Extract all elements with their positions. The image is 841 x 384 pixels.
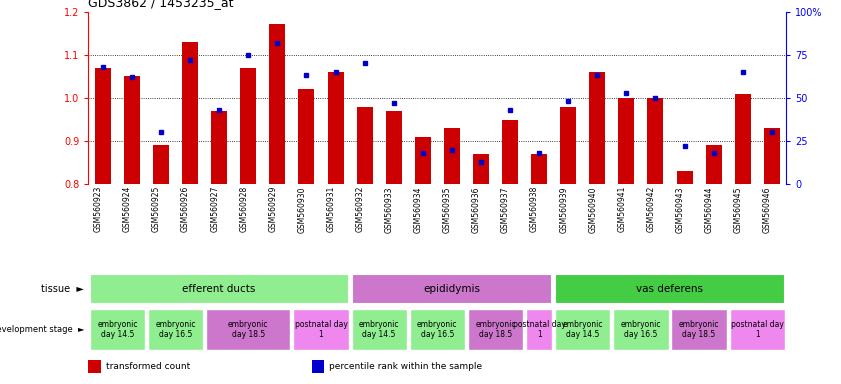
Text: GSM560924: GSM560924 [123,186,132,232]
Bar [88,360,101,373]
Bar [706,146,722,184]
Text: embryonic
day 16.5: embryonic day 16.5 [417,319,458,339]
Bar [211,111,227,184]
Bar [555,308,611,350]
Text: GSM560945: GSM560945 [733,186,743,233]
Text: GSM560940: GSM560940 [589,186,597,233]
Text: embryonic
day 14.5: embryonic day 14.5 [359,319,399,339]
Text: GSM560941: GSM560941 [617,186,627,232]
Bar [148,308,204,350]
Text: epididymis: epididymis [423,284,480,294]
Text: embryonic
day 16.5: embryonic day 16.5 [621,319,661,339]
Text: tissue  ►: tissue ► [41,284,84,294]
Text: GSM560942: GSM560942 [647,186,655,232]
Bar [468,308,523,350]
Text: embryonic
day 16.5: embryonic day 16.5 [156,319,196,339]
Text: embryonic
day 18.5: embryonic day 18.5 [679,319,719,339]
Bar [294,308,349,350]
Text: GSM560927: GSM560927 [210,186,220,232]
Bar [124,76,140,184]
Bar [532,154,547,184]
Bar [676,171,692,184]
Bar [357,106,373,184]
Bar [502,119,518,184]
Bar [764,128,780,184]
Text: GSM560932: GSM560932 [356,186,365,232]
Text: efferent ducts: efferent ducts [182,284,256,294]
Bar [90,274,349,304]
Text: postnatal day
1: postnatal day 1 [513,319,565,339]
Bar [560,106,576,184]
Text: GSM560939: GSM560939 [559,186,569,233]
Text: GSM560929: GSM560929 [268,186,278,232]
Bar [90,308,145,350]
Bar [735,94,751,184]
Text: GSM560935: GSM560935 [443,186,452,233]
Text: GSM560934: GSM560934 [414,186,423,233]
Text: postnatal day
1: postnatal day 1 [731,319,784,339]
Bar [648,98,664,184]
Bar [590,72,606,184]
Text: GSM560938: GSM560938 [530,186,539,232]
Bar [555,274,785,304]
Bar [241,68,257,184]
Bar [730,308,785,350]
Text: GSM560931: GSM560931 [326,186,336,232]
Text: GSM560933: GSM560933 [384,186,394,233]
Text: GSM560937: GSM560937 [501,186,510,233]
Text: GSM560930: GSM560930 [298,186,306,233]
Text: embryonic
day 18.5: embryonic day 18.5 [228,319,268,339]
Bar [312,360,325,373]
Bar [613,308,669,350]
Text: GSM560944: GSM560944 [705,186,714,233]
Bar [352,308,407,350]
Text: GSM560943: GSM560943 [675,186,685,233]
Text: GSM560926: GSM560926 [181,186,190,232]
Bar [182,42,198,184]
Bar [352,274,553,304]
Bar [327,72,343,184]
Bar [410,308,465,350]
Bar [206,308,290,350]
Text: transformed count: transformed count [106,362,190,371]
Bar [618,98,634,184]
Bar [386,111,402,184]
Bar [415,137,431,184]
Bar [299,89,315,184]
Bar [95,68,111,184]
Bar [153,146,169,184]
Bar [473,154,489,184]
Text: GSM560925: GSM560925 [152,186,161,232]
Bar [526,308,553,350]
Bar [671,308,727,350]
Text: embryonic
day 14.5: embryonic day 14.5 [98,319,138,339]
Text: embryonic
day 14.5: embryonic day 14.5 [563,319,603,339]
Text: development stage  ►: development stage ► [0,325,84,334]
Text: GSM560946: GSM560946 [763,186,772,233]
Text: postnatal day
1: postnatal day 1 [294,319,347,339]
Text: GSM560928: GSM560928 [240,186,248,232]
Text: percentile rank within the sample: percentile rank within the sample [329,362,482,371]
Text: embryonic
day 18.5: embryonic day 18.5 [475,319,516,339]
Bar [444,128,460,184]
Bar [269,25,285,184]
Text: GSM560936: GSM560936 [472,186,481,233]
Text: GDS3862 / 1453235_at: GDS3862 / 1453235_at [88,0,234,9]
Text: GSM560923: GSM560923 [94,186,103,232]
Text: vas deferens: vas deferens [637,284,704,294]
